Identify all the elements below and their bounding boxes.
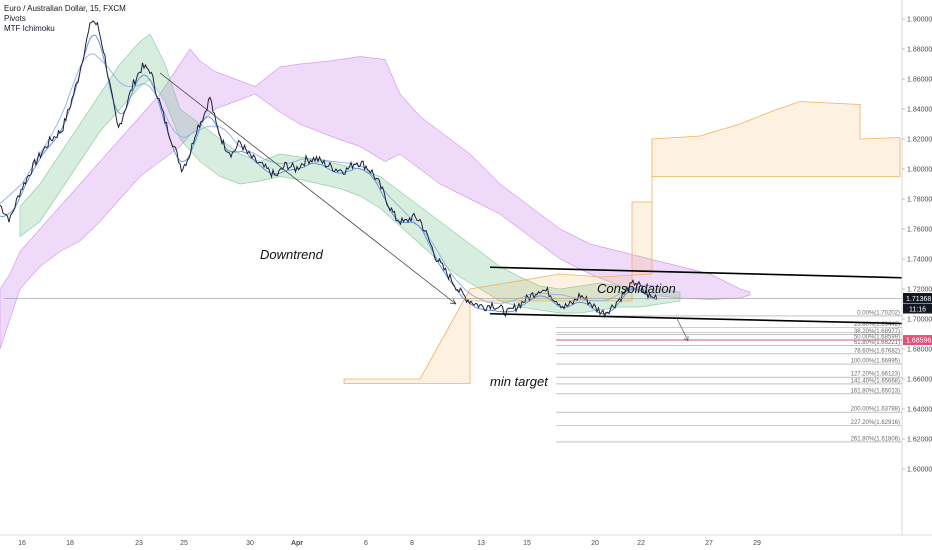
x-tick-7: 8 [410, 540, 414, 547]
target-arrow [675, 316, 689, 341]
y-tick-2: 1.86000 [907, 77, 932, 84]
indicator-ichimoku: MTF Ichimoku [4, 24, 55, 33]
fib-label-11: 227.20%(1.62916) [851, 420, 900, 426]
x-tick-8: 13 [477, 540, 485, 547]
y-tick-5: 1.80000 [907, 167, 932, 174]
y-tick-11: 1.68000 [907, 347, 932, 354]
consolidation-bottom-line [489, 312, 903, 325]
annotation-consolidation: Consolidation [597, 281, 676, 296]
fib-label-2: 38.20%(1.68977) [854, 329, 900, 335]
x-tick-5: Apr [291, 540, 303, 547]
countdown-tag-bg [903, 303, 932, 314]
x-tick-6: 6 [364, 540, 368, 547]
y-tick-3: 1.84000 [907, 107, 932, 114]
drawings: Downtrend Consolidation min target [4, 72, 903, 389]
x-tick-11: 22 [637, 540, 645, 547]
x-tick-13: 29 [753, 540, 761, 547]
fib-label-3: 50.00%(1.68599) [854, 335, 900, 341]
fib-label-5: 78.60%(1.67682) [854, 348, 900, 354]
x-tick-1: 18 [66, 540, 74, 547]
fib-label-12: 261.80%(1.61806) [851, 436, 900, 442]
target-price-tag: 1.68596 [906, 338, 931, 345]
y-tick-0: 1.90000 [907, 17, 932, 24]
price-line [0, 20, 658, 319]
x-tick-2: 23 [135, 540, 143, 547]
countdown-tag: 11:16 [909, 306, 926, 313]
fib-label-8: 141.40%(1.65668) [851, 378, 900, 384]
fib-label-7: 127.20%(1.66123) [851, 372, 900, 378]
x-tick-12: 27 [705, 540, 713, 547]
y-tick-6: 1.78000 [907, 197, 932, 204]
target-arrow-head [683, 335, 689, 342]
fib-label-6: 100.00%(1.66995) [851, 359, 900, 365]
fib-label-9: 161.80%(1.65013) [851, 388, 900, 394]
current-price-tag: 1.71368 [906, 296, 931, 303]
x-tick-4: 30 [246, 540, 254, 547]
fib-label-10: 200.00%(1.63788) [851, 407, 900, 413]
ichimoku-base-line [0, 53, 658, 304]
target-price-tag-bg [903, 335, 932, 346]
y-tick-10: 1.70000 [907, 317, 932, 324]
x-tick-3: 25 [180, 540, 188, 547]
y-tick-4: 1.82000 [907, 137, 932, 144]
y-tick-13: 1.64000 [907, 407, 932, 414]
y-tick-7: 1.76000 [907, 227, 932, 234]
time-axis: 16 18 23 25 30 Apr 6 8 13 15 20 22 27 29 [0, 534, 932, 547]
price-series [0, 20, 658, 319]
consolidation-top-line [489, 266, 903, 279]
x-tick-9: 15 [523, 540, 531, 547]
y-tick-12: 1.66000 [907, 377, 932, 384]
fibonacci-levels: 0.00%(1.70202) 23.60%(1.69442)38.20%(1.68… [556, 310, 902, 442]
downtrend-line [159, 72, 457, 305]
current-price-tag-bg [903, 292, 932, 303]
chart-title: Euro / Australian Dollar, 15, FXCM [4, 4, 126, 13]
annotation-min-target: min target [490, 374, 549, 389]
annotation-downtrend: Downtrend [260, 247, 324, 262]
ichimoku-cloud-green [19, 33, 681, 314]
x-tick-10: 20 [591, 540, 599, 547]
fib-label-1: 23.60%(1.69442) [854, 322, 900, 328]
x-tick-0: 16 [18, 540, 26, 547]
y-tick-15: 1.60000 [907, 467, 932, 474]
y-tick-1: 1.88000 [907, 47, 932, 54]
ichimoku-cloud-orange [343, 101, 901, 384]
y-tick-14: 1.62000 [907, 437, 932, 444]
fib-label-4: 61.80%(1.68221) [854, 340, 900, 346]
y-tick-9: 1.72000 [907, 287, 932, 294]
downtrend-arrow [449, 298, 457, 305]
fib-label-0: 0.00%(1.70202) [857, 310, 900, 316]
indicator-pivots: Pivots [4, 14, 26, 23]
ichimoku-conversion-line [0, 34, 658, 315]
price-axis: 1.90000 1.88000 1.86000 1.84000 1.82000 1.800… [901, 0, 932, 535]
y-tick-8: 1.74000 [907, 257, 932, 264]
